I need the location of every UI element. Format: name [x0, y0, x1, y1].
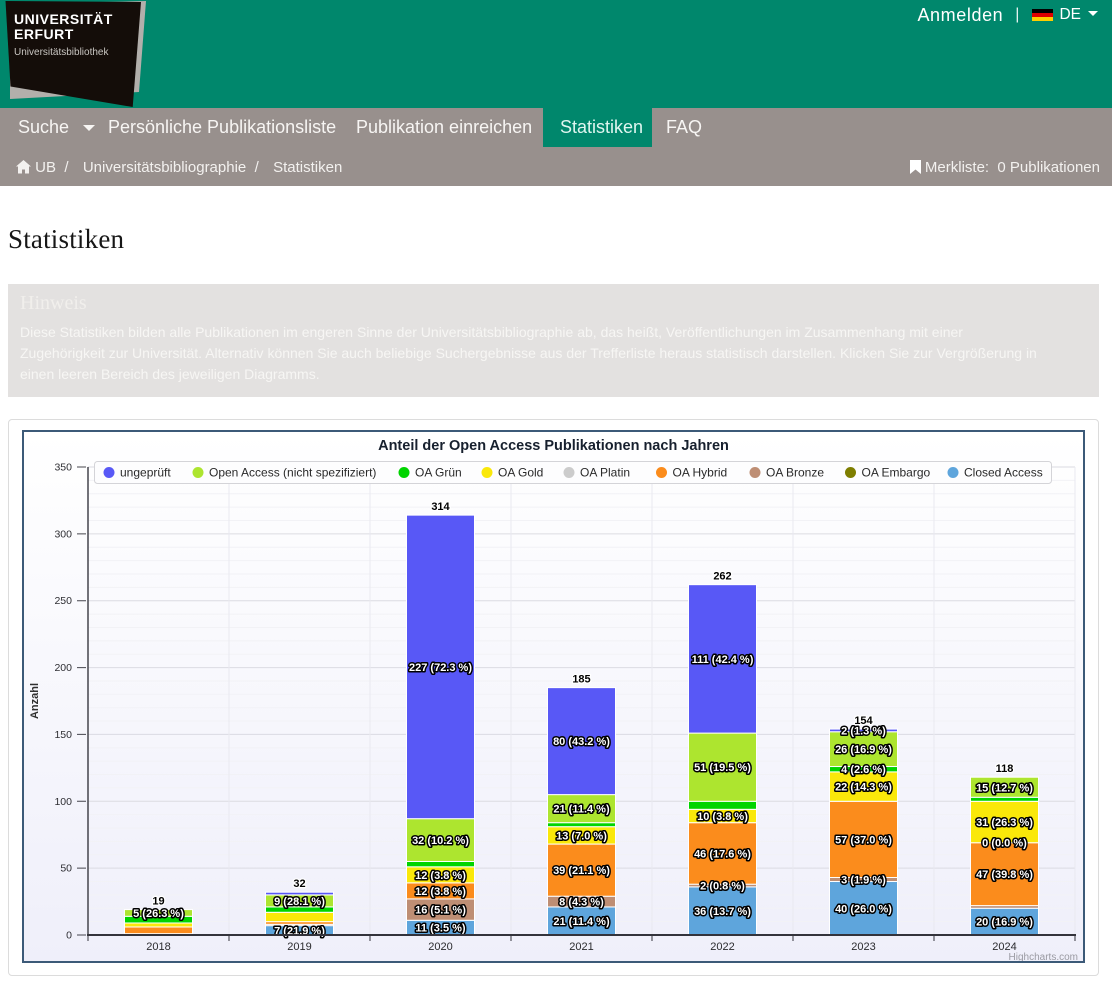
svg-text:22 (14.3 %): 22 (14.3 %) — [835, 782, 892, 794]
svg-text:118: 118 — [996, 763, 1014, 775]
svg-text:9 (28.1 %): 9 (28.1 %) — [274, 896, 325, 908]
svg-text:100: 100 — [54, 796, 72, 808]
svg-text:10 (3.8 %): 10 (3.8 %) — [697, 811, 748, 823]
svg-text:OA Grün: OA Grün — [415, 466, 462, 480]
svg-text:32 (10.2 %): 32 (10.2 %) — [412, 835, 469, 847]
svg-text:2024: 2024 — [992, 941, 1016, 953]
svg-text:47 (39.8 %): 47 (39.8 %) — [976, 869, 1033, 881]
svg-text:300: 300 — [54, 528, 72, 540]
svg-text:154: 154 — [854, 715, 873, 727]
svg-text:OA Platin: OA Platin — [580, 466, 630, 480]
svg-text:32: 32 — [293, 878, 305, 890]
svg-text:Closed Access: Closed Access — [964, 466, 1043, 480]
svg-text:314: 314 — [431, 501, 450, 513]
svg-text:13 (7.0 %): 13 (7.0 %) — [556, 830, 607, 842]
svg-text:2021: 2021 — [569, 941, 593, 953]
svg-text:OA Bronze: OA Bronze — [766, 466, 824, 480]
svg-text:185: 185 — [572, 674, 590, 686]
svg-text:Anteil der Open Access Publika: Anteil der Open Access Publikationen nac… — [378, 438, 729, 454]
svg-text:21 (11.4 %): 21 (11.4 %) — [553, 804, 610, 816]
svg-text:2022: 2022 — [710, 941, 734, 953]
svg-text:21 (11.4 %): 21 (11.4 %) — [553, 916, 610, 928]
svg-text:80 (43.2 %): 80 (43.2 %) — [553, 736, 610, 748]
svg-text:12 (3.8 %): 12 (3.8 %) — [415, 870, 466, 882]
svg-text:51 (19.5 %): 51 (19.5 %) — [694, 762, 751, 774]
svg-text:0: 0 — [66, 930, 72, 942]
svg-text:2 (0.8 %): 2 (0.8 %) — [700, 881, 745, 893]
svg-text:111 (42.4 %): 111 (42.4 %) — [692, 654, 754, 666]
svg-text:57 (37.0 %): 57 (37.0 %) — [835, 834, 892, 846]
svg-text:3 (1.9 %): 3 (1.9 %) — [841, 875, 886, 887]
svg-text:200: 200 — [54, 662, 72, 674]
svg-text:227 (72.3 %): 227 (72.3 %) — [409, 662, 472, 674]
svg-text:5 (26.3 %): 5 (26.3 %) — [133, 908, 184, 920]
svg-text:2023: 2023 — [851, 941, 875, 953]
svg-text:2020: 2020 — [428, 941, 452, 953]
svg-text:2019: 2019 — [287, 941, 311, 953]
svg-text:0 (0.0 %): 0 (0.0 %) — [982, 838, 1027, 850]
svg-text:16 (5.1 %): 16 (5.1 %) — [415, 905, 466, 917]
svg-text:Universitätsbibliothek: Universitätsbibliothek — [14, 47, 109, 58]
svg-text:20 (16.9 %): 20 (16.9 %) — [976, 917, 1033, 929]
svg-text:ungeprüft: ungeprüft — [120, 466, 171, 480]
svg-text:Open Access (nicht spezifizier: Open Access (nicht spezifiziert) — [209, 466, 376, 480]
svg-text:UNIVERSITÄT: UNIVERSITÄT — [14, 11, 113, 27]
svg-text:12 (3.8 %): 12 (3.8 %) — [415, 886, 466, 898]
svg-text:4 (2.6 %): 4 (2.6 %) — [841, 764, 886, 776]
svg-text:Highcharts.com: Highcharts.com — [1009, 952, 1078, 961]
svg-text:OA Hybrid: OA Hybrid — [673, 466, 728, 480]
svg-text:OA Gold: OA Gold — [498, 466, 543, 480]
svg-text:2 (1.3 %): 2 (1.3 %) — [841, 725, 886, 737]
svg-text:262: 262 — [713, 571, 731, 583]
svg-text:8 (4.3 %): 8 (4.3 %) — [559, 897, 604, 909]
svg-text:39 (21.1 %): 39 (21.1 %) — [553, 865, 610, 877]
svg-text:26 (16.9 %): 26 (16.9 %) — [835, 744, 892, 756]
svg-text:OA Embargo: OA Embargo — [862, 466, 931, 480]
svg-text:350: 350 — [54, 462, 72, 474]
svg-text:40 (26.0 %): 40 (26.0 %) — [835, 903, 892, 915]
svg-text:46 (17.6 %): 46 (17.6 %) — [694, 848, 751, 860]
svg-text:15 (12.7 %): 15 (12.7 %) — [976, 782, 1033, 794]
svg-text:ERFURT: ERFURT — [14, 26, 74, 42]
svg-text:150: 150 — [54, 729, 72, 741]
svg-text:Anzahl: Anzahl — [29, 683, 41, 719]
svg-text:31 (26.3 %): 31 (26.3 %) — [976, 817, 1033, 829]
svg-text:50: 50 — [60, 863, 72, 875]
svg-text:2018: 2018 — [146, 941, 170, 953]
svg-text:19: 19 — [152, 896, 164, 908]
svg-text:36 (13.7 %): 36 (13.7 %) — [694, 906, 751, 918]
svg-text:250: 250 — [54, 595, 72, 607]
svg-text:11 (3.5 %): 11 (3.5 %) — [415, 923, 465, 935]
